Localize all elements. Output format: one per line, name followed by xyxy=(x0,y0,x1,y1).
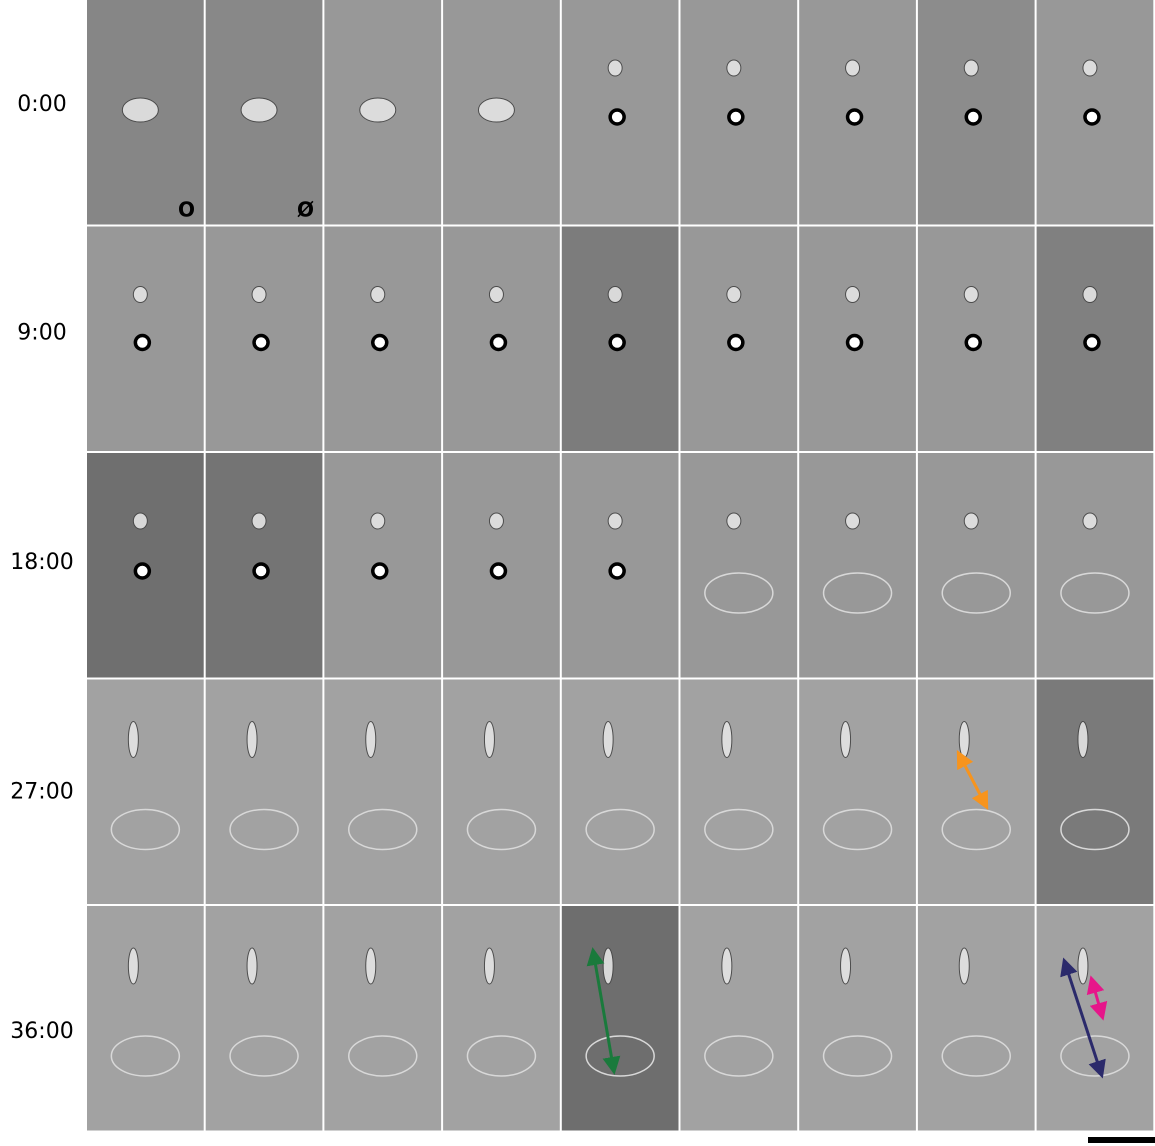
cell xyxy=(727,287,741,303)
micrograph-panel xyxy=(87,906,204,1131)
micrograph-panel xyxy=(562,680,679,905)
cell xyxy=(371,287,385,303)
time-label: 18:00 xyxy=(10,550,73,575)
micrograph-panel xyxy=(1037,453,1154,678)
cell xyxy=(489,513,503,529)
round-cell xyxy=(373,564,387,578)
round-cell xyxy=(254,564,268,578)
round-cell xyxy=(135,336,149,350)
cell xyxy=(478,98,514,122)
cell xyxy=(603,948,613,984)
cell xyxy=(247,948,257,984)
micrograph-panel xyxy=(1037,906,1154,1131)
micrograph-panel xyxy=(918,680,1035,905)
micrograph-panel xyxy=(799,453,916,678)
micrograph-panel xyxy=(324,906,441,1131)
cell xyxy=(846,513,860,529)
round-cell xyxy=(1085,336,1099,350)
round-cell xyxy=(373,336,387,350)
micrograph-panel xyxy=(799,906,916,1131)
micrograph-panel xyxy=(1037,680,1154,905)
cell xyxy=(122,98,158,122)
round-cell xyxy=(729,336,743,350)
cell xyxy=(959,948,969,984)
page: 0:009:0018:0027:0036:00 O Ø (() => { con… xyxy=(0,0,1155,1146)
cell xyxy=(1078,722,1088,758)
cell xyxy=(727,513,741,529)
cell xyxy=(603,722,613,758)
micrograph-panel xyxy=(799,680,916,905)
cell xyxy=(959,722,969,758)
cell xyxy=(727,60,741,76)
cell xyxy=(841,948,851,984)
row-labels: 0:00 9:00 18:00 27:00 36:00 xyxy=(10,92,73,1044)
cell xyxy=(846,60,860,76)
scale-bar xyxy=(1088,1137,1155,1143)
time-label: 9:00 xyxy=(17,321,66,346)
cell xyxy=(128,948,138,984)
cell xyxy=(252,513,266,529)
cell xyxy=(608,287,622,303)
micrograph-panel xyxy=(918,453,1035,678)
cell xyxy=(360,98,396,122)
micrograph-panel xyxy=(443,906,560,1131)
time-label: 36:00 xyxy=(10,1019,73,1044)
round-cell xyxy=(254,336,268,350)
cell xyxy=(1083,513,1097,529)
figure: 0:00 9:00 18:00 27:00 36:00 O Ø xyxy=(0,0,1155,1146)
cell xyxy=(1083,287,1097,303)
micrograph-panel xyxy=(681,453,798,678)
panel-grid xyxy=(87,0,1153,1131)
round-cell xyxy=(610,336,624,350)
round-cell xyxy=(491,336,505,350)
time-label: 0:00 xyxy=(17,92,66,117)
round-cell xyxy=(610,564,624,578)
micrograph-panel xyxy=(681,906,798,1131)
cell xyxy=(608,513,622,529)
cell xyxy=(841,722,851,758)
cell xyxy=(247,722,257,758)
cell xyxy=(722,948,732,984)
round-cell xyxy=(729,110,743,124)
cell xyxy=(1083,60,1097,76)
cell xyxy=(133,287,147,303)
micrograph-panel xyxy=(206,680,323,905)
cell xyxy=(484,948,494,984)
round-cell xyxy=(966,110,980,124)
cell xyxy=(484,722,494,758)
round-cell xyxy=(491,564,505,578)
cell xyxy=(133,513,147,529)
panel-marker: Ø xyxy=(297,198,314,222)
cell xyxy=(252,287,266,303)
cell xyxy=(964,513,978,529)
cell xyxy=(371,513,385,529)
round-cell xyxy=(1085,110,1099,124)
cell xyxy=(366,948,376,984)
round-cell xyxy=(966,336,980,350)
round-cell xyxy=(848,336,862,350)
cell xyxy=(608,60,622,76)
micrograph-panel xyxy=(562,906,679,1131)
cell xyxy=(722,722,732,758)
cell xyxy=(128,722,138,758)
micrograph-panel xyxy=(324,680,441,905)
round-cell xyxy=(610,110,624,124)
panel-marker: O xyxy=(178,198,195,222)
cell xyxy=(964,287,978,303)
micrograph-panel xyxy=(681,680,798,905)
micrograph-panel xyxy=(443,680,560,905)
time-label: 27:00 xyxy=(10,780,73,805)
cell xyxy=(964,60,978,76)
round-cell xyxy=(135,564,149,578)
cell xyxy=(1078,948,1088,984)
micrograph-panel xyxy=(918,906,1035,1131)
cell xyxy=(366,722,376,758)
cell xyxy=(241,98,277,122)
cell xyxy=(489,287,503,303)
micrograph-panel xyxy=(206,906,323,1131)
round-cell xyxy=(848,110,862,124)
micrograph-panel xyxy=(87,680,204,905)
cell xyxy=(846,287,860,303)
